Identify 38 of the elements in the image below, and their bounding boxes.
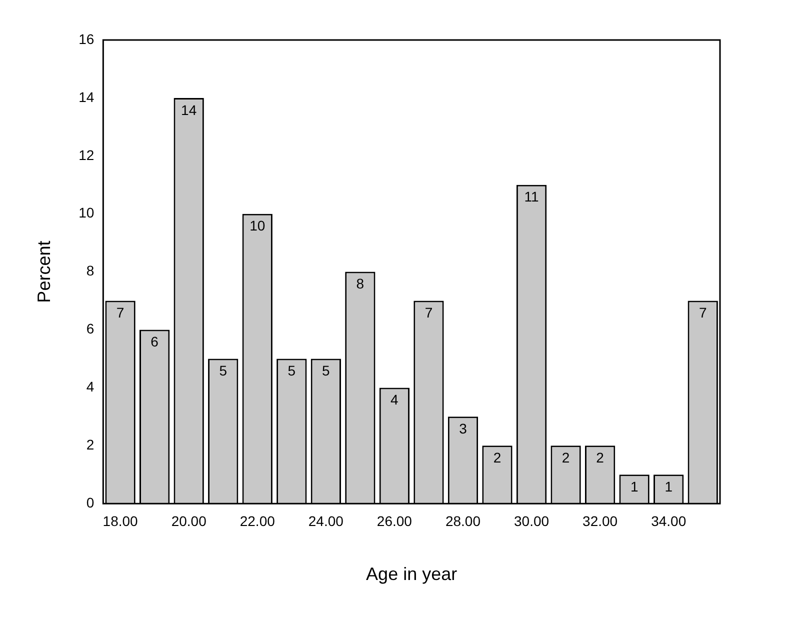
- x-tick-label: 22.00: [240, 512, 276, 529]
- y-axis-title: Percent: [34, 240, 54, 303]
- data-label: 1: [630, 478, 638, 494]
- data-label: 6: [150, 334, 159, 350]
- y-tick-label: 0: [86, 494, 94, 510]
- y-tick-label: 8: [86, 262, 94, 279]
- x-tick-label: 34.00: [651, 512, 686, 529]
- data-label: 4: [390, 392, 399, 408]
- y-tick-label: 12: [78, 146, 94, 163]
- x-tick-label: 18.00: [102, 512, 138, 529]
- x-tick-label: 24.00: [308, 512, 344, 529]
- data-label: 7: [698, 304, 707, 321]
- x-tick-label: 32.00: [582, 512, 618, 529]
- y-tick-label: 10: [78, 204, 94, 221]
- data-label: 10: [250, 218, 266, 234]
- x-tick-label: 30.00: [514, 512, 550, 529]
- x-tick-label: 26.00: [376, 512, 412, 529]
- data-label: 1: [664, 478, 673, 494]
- data-label: 7: [424, 304, 433, 321]
- data-label: 2: [493, 450, 502, 466]
- data-label: 5: [288, 362, 296, 379]
- y-tick-label: 16: [78, 30, 94, 47]
- data-label: 2: [562, 450, 570, 466]
- data-label: 5: [322, 362, 330, 379]
- data-label: 2: [596, 450, 604, 466]
- data-label: 5: [219, 362, 228, 379]
- y-tick-label: 4: [86, 378, 94, 395]
- x-axis-title: Age in year: [366, 564, 458, 584]
- data-label: 14: [181, 102, 197, 118]
- y-tick-label: 6: [86, 320, 94, 337]
- x-tick-label: 28.00: [445, 512, 481, 529]
- data-label: 3: [459, 420, 468, 437]
- data-label: 11: [524, 188, 539, 205]
- x-tick-label: 20.00: [171, 512, 207, 529]
- data-label: 8: [356, 276, 364, 292]
- y-tick-label: 2: [86, 436, 94, 453]
- y-tick-label: 14: [78, 88, 94, 105]
- data-label: 7: [116, 304, 124, 321]
